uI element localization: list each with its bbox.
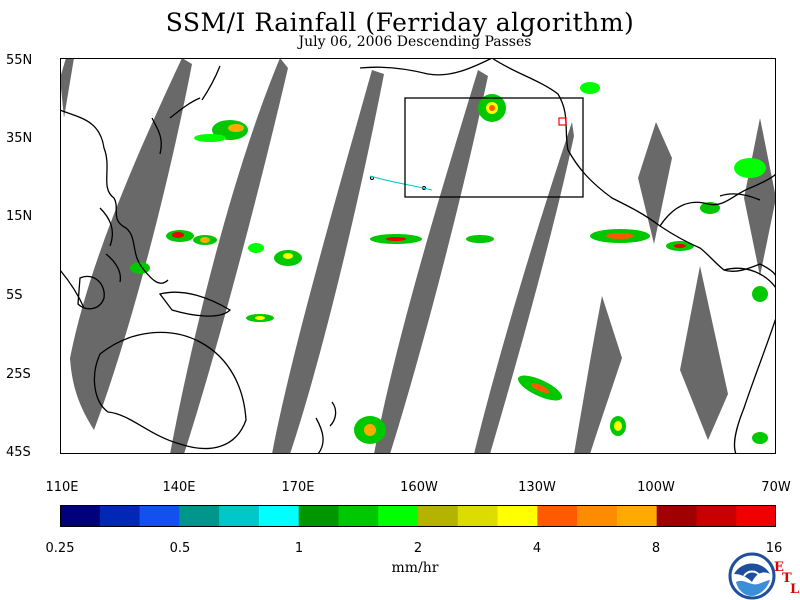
rain-patch [283, 253, 293, 259]
coast-sumatra [60, 269, 85, 309]
map-frame [60, 58, 776, 454]
lon-label-70w: 70W [761, 480, 791, 495]
island-chain [369, 175, 433, 191]
coast-asia [60, 109, 169, 284]
colorbar-cell [179, 505, 220, 527]
coast-gulf [659, 173, 776, 227]
swath-gap [272, 70, 384, 454]
rain-patch [674, 244, 686, 248]
coast-newguinea [158, 291, 232, 317]
colorbar-cell [378, 505, 419, 527]
swath-gap [744, 118, 776, 276]
colorbar-cell [696, 505, 737, 527]
lat-label-15n: 15N [6, 209, 33, 224]
swath-gap [70, 58, 192, 430]
colorbar-tick-3: 2 [413, 541, 423, 556]
rain-patch [489, 105, 495, 111]
rainfall-map [60, 58, 776, 454]
rain-patch [752, 286, 768, 302]
swath-gap [638, 122, 672, 244]
rain-patch [530, 382, 550, 394]
colorbar-cell [457, 505, 499, 527]
coast-australia [93, 331, 247, 450]
colorbar-cell [577, 505, 618, 527]
location-marker [558, 117, 567, 126]
colorbar-cell [497, 505, 538, 527]
islands [369, 175, 433, 191]
rain-patch [606, 233, 634, 239]
rain-patch [228, 124, 244, 132]
rain-patch [172, 232, 184, 238]
colorbar-tick-4: 4 [532, 541, 542, 556]
colorbar-tick-1: 0.5 [169, 541, 191, 556]
lon-label-140e: 140E [162, 480, 196, 495]
lat-label-45s: 45S [6, 445, 31, 460]
coast-alaska [359, 58, 493, 76]
swath-gap [170, 58, 288, 454]
colorbar-cell [537, 505, 578, 527]
coast-cuba [719, 193, 761, 201]
lon-label-130w: 130W [518, 480, 556, 495]
coast-newzealand [315, 401, 337, 454]
lat-label-25s: 25S [6, 367, 31, 382]
colorbar-frame [60, 505, 776, 527]
rain-patch [580, 82, 600, 94]
colorbar-cell [219, 505, 260, 527]
rain-patch [364, 424, 376, 436]
rain-patch [194, 134, 226, 142]
colorbar-tick-6: 16 [765, 541, 783, 556]
etl-letter-e: E [774, 560, 784, 575]
lon-label-100w: 100W [637, 480, 675, 495]
colorbar-cell [298, 505, 339, 527]
rain-patch [200, 237, 210, 243]
colorbar-cell [418, 505, 459, 527]
colorbar [60, 505, 776, 527]
colorbar-cell [736, 505, 776, 527]
rain-areas [130, 82, 768, 444]
rain-patch [386, 237, 406, 241]
colorbar-cell [338, 505, 379, 527]
swath-gap [680, 266, 728, 440]
swath-gap [574, 296, 622, 454]
lon-label-160w: 160W [400, 480, 438, 495]
map-title: SSM/I Rainfall (Ferriday algorithm) [165, 8, 635, 37]
coast-japan [169, 65, 221, 119]
rain-patch [752, 432, 768, 444]
etl-letter-l: L [790, 582, 800, 597]
coastlines [60, 58, 776, 454]
analysis-box [404, 97, 584, 198]
swath-gap [374, 70, 488, 454]
rain-patch [248, 243, 264, 253]
rain-patch [466, 235, 494, 243]
etl-letter-t: T [782, 571, 792, 586]
coast-samerica [723, 267, 776, 454]
colorbar-cell [99, 505, 141, 527]
lat-label-55n: 55N [6, 53, 33, 68]
colorbar-cell [656, 505, 697, 527]
lon-label-110e: 110E [45, 480, 79, 495]
map-subtitle: July 06, 2006 Descending Passes [298, 34, 532, 50]
colorbar-tick-0: 0.25 [45, 541, 75, 556]
lon-label-170e: 170E [281, 480, 315, 495]
colorbar-cell [139, 505, 180, 527]
colorbar-tick-5: 8 [651, 541, 661, 556]
swath-gap [60, 58, 74, 118]
colorbar-cell [60, 505, 101, 527]
colorbar-units: mm/hr [391, 560, 439, 576]
colorbar-tick-2: 1 [294, 541, 304, 556]
noaa-logo-icon [728, 552, 776, 600]
swath-gaps [60, 58, 776, 454]
rain-patch [734, 158, 766, 178]
coast-philippines [99, 207, 122, 283]
colorbar-cell [616, 505, 658, 527]
rain-patch [614, 421, 622, 431]
swath-gap [474, 122, 574, 454]
lat-label-5s: 5S [6, 288, 23, 303]
lat-label-35n: 35N [6, 131, 33, 146]
coast-korea [151, 117, 162, 155]
colorbar-cell [258, 505, 300, 527]
rain-patch [255, 316, 265, 320]
